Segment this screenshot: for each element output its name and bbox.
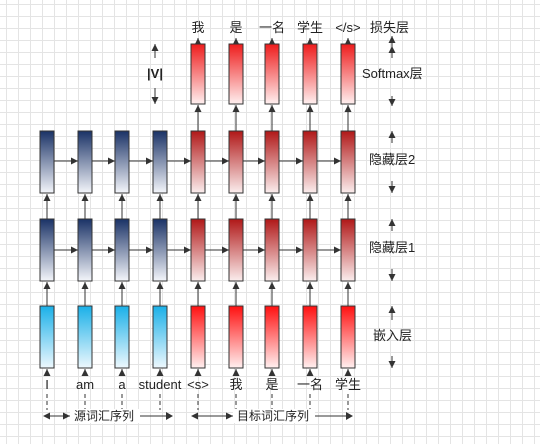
sequence-labels: 源词汇序列 目标词汇序列 (70, 408, 315, 423)
output-tokens: 我 是 一名 学生 </s> (191, 20, 360, 35)
source-token: student (139, 377, 182, 392)
output-token: 是 (229, 20, 242, 35)
target-input-token: 是 (265, 377, 278, 392)
encoder-hidden1-cell (152, 218, 168, 282)
decoder-embedding-cell (302, 305, 318, 369)
decoder-hidden1-cell (228, 218, 244, 282)
encoder-hidden2-cell (114, 130, 130, 194)
output-token: 一名 (259, 20, 285, 35)
label-hidden-layer-2: 隐藏层2 (369, 152, 415, 167)
decoder-hidden2-cell (340, 130, 356, 194)
label-loss-layer: 损失层 (370, 20, 409, 35)
decoder-hidden2-cell (228, 130, 244, 194)
source-token: a (118, 377, 126, 392)
output-token: </s> (335, 20, 360, 35)
decoder-softmax-cell (302, 43, 318, 105)
encoder-hidden1-cell (77, 218, 93, 282)
arrows-group (43, 36, 396, 420)
label-target-sequence: 目标词汇序列 (237, 408, 309, 423)
decoder-softmax-cell (190, 43, 206, 105)
encoder-hidden1-cell (114, 218, 130, 282)
target-label-bg (233, 409, 315, 423)
decoder-embedding-cell (190, 305, 206, 369)
encoder-hidden2-cell (77, 130, 93, 194)
encoder-hidden2-cell (152, 130, 168, 194)
encoder-embedding-cell (152, 305, 168, 369)
encoder-embedding-cell (77, 305, 93, 369)
target-input-token: 学生 (335, 377, 361, 392)
decoder-embedding-cell (228, 305, 244, 369)
decoder-embedding-cell (264, 305, 280, 369)
cells-group (39, 43, 356, 369)
decoder-hidden1-cell (190, 218, 206, 282)
label-softmax-layer: Softmax层 (362, 66, 423, 81)
decoder-hidden2-cell (302, 130, 318, 194)
decoder-hidden1-cell (302, 218, 318, 282)
target-input-token: 我 (229, 377, 242, 392)
label-hidden-layer-1: 隐藏层1 (369, 240, 415, 255)
decoder-hidden2-cell (264, 130, 280, 194)
encoder-hidden1-cell (39, 218, 55, 282)
input-tokens: I am a student <s> 我 是 一名 学生 (45, 377, 361, 392)
decoder-softmax-cell (228, 43, 244, 105)
source-token: am (76, 377, 94, 392)
decoder-softmax-cell (264, 43, 280, 105)
target-input-token: 一名 (297, 377, 323, 392)
output-token: 学生 (297, 20, 323, 35)
decoder-softmax-cell (340, 43, 356, 105)
decoder-hidden1-cell (340, 218, 356, 282)
target-span-arrowhead (346, 412, 353, 420)
source-token: I (45, 377, 49, 392)
encoder-embedding-cell (39, 305, 55, 369)
decoder-hidden2-cell (190, 130, 206, 194)
layer-labels: 损失层 Softmax层 隐藏层2 隐藏层1 嵌入层 (362, 20, 423, 343)
decoder-hidden1-cell (264, 218, 280, 282)
label-vocab-size: |V| (147, 66, 163, 81)
label-source-sequence: 源词汇序列 (74, 408, 134, 423)
output-token: 我 (191, 20, 204, 35)
source-span-arrowhead (166, 412, 173, 420)
target-input-token: <s> (187, 377, 209, 392)
encoder-embedding-cell (114, 305, 130, 369)
label-embedding-layer: 嵌入层 (373, 328, 412, 343)
decoder-embedding-cell (340, 305, 356, 369)
source-label-bg (70, 409, 140, 423)
encoder-hidden2-cell (39, 130, 55, 194)
